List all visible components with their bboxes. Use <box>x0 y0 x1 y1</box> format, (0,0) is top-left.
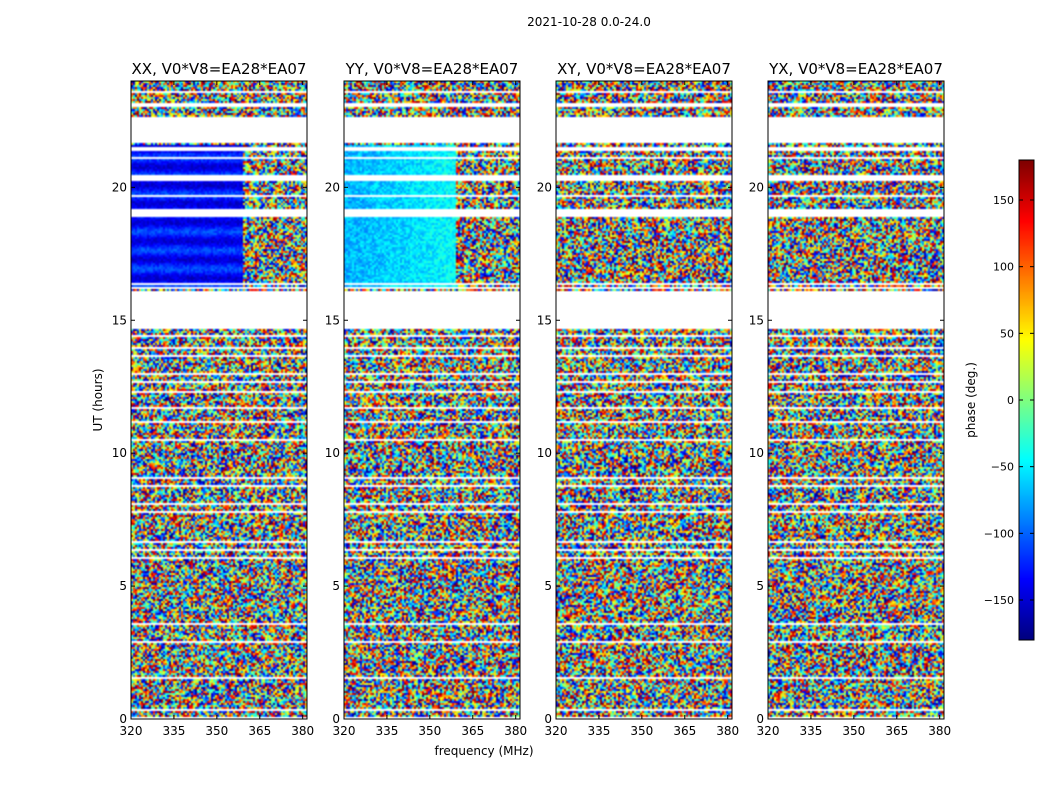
x-tick-label: 320 <box>545 724 568 738</box>
x-tick-label: 335 <box>799 724 822 738</box>
y-tick-label: 15 <box>325 313 340 327</box>
y-tick-label: 10 <box>112 446 127 460</box>
panel: XY, V0*V8=EA28*EA07 320 335 350 365 380 0 5 10 15… <box>537 60 739 738</box>
panel: YX, V0*V8=EA28*EA07 320 335 350 365 380 0 5 10 15… <box>749 60 951 738</box>
panel: YY, V0*V8=EA28*EA07 320 335 350 365 380 0 5 10 15… <box>325 60 527 738</box>
y-tick-label: 15 <box>537 313 552 327</box>
panel-title: XY, V0*V8=EA28*EA07 <box>557 60 731 78</box>
y-tick-label: 10 <box>325 446 340 460</box>
panel-title: XX, V0*V8=EA28*EA07 <box>132 60 307 78</box>
phase-heatmap <box>556 81 732 719</box>
y-tick-label: 5 <box>544 579 552 593</box>
y-axis-label: UT (hours) <box>91 368 105 431</box>
y-tick-label: 0 <box>756 712 764 726</box>
x-tick-label: 365 <box>248 724 271 738</box>
plot-frame <box>767 80 945 720</box>
y-tick-label: 20 <box>749 180 764 194</box>
colorbar-tick-label: 50 <box>1000 327 1014 340</box>
figure-title: 2021-10-28 0.0-24.0 <box>527 15 651 29</box>
x-axis-label: frequency (MHz) <box>434 744 533 758</box>
colorbar-tick-label: 150 <box>993 194 1014 207</box>
colorbar-tick-label: 100 <box>993 261 1014 274</box>
x-tick-label: 365 <box>885 724 908 738</box>
x-tick-label: 380 <box>716 724 739 738</box>
x-tick-label: 320 <box>333 724 356 738</box>
colorbar-label: phase (deg.) <box>964 362 978 438</box>
y-tick-label: 10 <box>537 446 552 460</box>
plot-frame <box>555 80 733 720</box>
y-tick-label: 20 <box>325 180 340 194</box>
x-tick-label: 365 <box>673 724 696 738</box>
x-tick-label: 335 <box>375 724 398 738</box>
y-tick-label: 0 <box>332 712 340 726</box>
y-tick-label: 0 <box>119 712 127 726</box>
y-tick-label: 15 <box>749 313 764 327</box>
y-tick-label: 20 <box>537 180 552 194</box>
x-tick-label: 350 <box>205 724 228 738</box>
x-tick-label: 365 <box>461 724 484 738</box>
colorbar: −150 −100 −50 0 50 100 150 <box>984 159 1035 641</box>
plot-frame <box>343 80 521 720</box>
y-tick-label: 15 <box>112 313 127 327</box>
y-tick-label: 5 <box>119 579 127 593</box>
colorbar-tick-label: 0 <box>1007 394 1014 407</box>
panels: XX, V0*V8=EA28*EA07 320 335 350 365 380 0 5 10 15… <box>112 60 951 738</box>
phase-heatmap <box>768 81 944 719</box>
x-tick-label: 380 <box>504 724 527 738</box>
x-tick-label: 350 <box>418 724 441 738</box>
x-tick-label: 350 <box>842 724 865 738</box>
phase-heatmap <box>131 81 307 719</box>
panel: XX, V0*V8=EA28*EA07 320 335 350 365 380 0 5 10 15… <box>112 60 314 738</box>
y-tick-label: 20 <box>112 180 127 194</box>
colorbar-tick-label: −150 <box>984 594 1014 607</box>
x-tick-label: 380 <box>928 724 951 738</box>
x-tick-label: 320 <box>120 724 143 738</box>
phase-heatmap <box>344 81 520 719</box>
colorbar-tick-label: −100 <box>984 527 1014 540</box>
colorbar-tick-label: −50 <box>991 461 1014 474</box>
y-tick-label: 0 <box>544 712 552 726</box>
panel-title: YX, V0*V8=EA28*EA07 <box>768 60 943 78</box>
y-tick-label: 5 <box>756 579 764 593</box>
x-tick-label: 320 <box>757 724 780 738</box>
x-tick-label: 335 <box>162 724 185 738</box>
colorbar-gradient <box>1019 160 1034 640</box>
x-tick-label: 350 <box>630 724 653 738</box>
x-tick-label: 380 <box>291 724 314 738</box>
x-tick-label: 335 <box>587 724 610 738</box>
y-tick-label: 10 <box>749 446 764 460</box>
y-tick-label: 5 <box>332 579 340 593</box>
panel-title: YY, V0*V8=EA28*EA07 <box>345 60 519 78</box>
plot-frame <box>130 80 308 720</box>
